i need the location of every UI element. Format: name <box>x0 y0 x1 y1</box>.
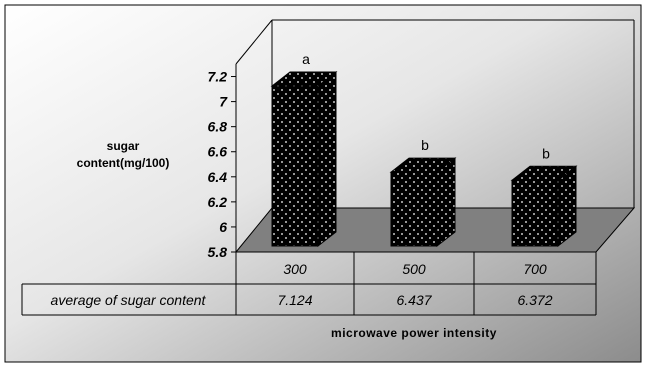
y-tick-label: 7.2 <box>208 69 228 85</box>
significance-letter: b <box>542 145 550 161</box>
data-value-label: 6.437 <box>396 292 432 308</box>
table-row-label: average of sugar content <box>51 292 207 308</box>
bar <box>510 165 578 248</box>
y-axis-label-line-2: content(mg/100) <box>77 156 170 170</box>
bar-front <box>390 171 438 247</box>
table-cells: 300 500 700 7.124 6.437 6.372 <box>277 261 552 308</box>
y-tick-label: 6.6 <box>208 144 228 160</box>
y-axis-label-line-1: sugar <box>107 139 140 153</box>
bar-front <box>271 85 319 247</box>
x-category-label: 500 <box>402 261 426 277</box>
data-value-label: 7.124 <box>277 292 312 308</box>
bar-side <box>317 71 337 248</box>
y-tick-label: 6.2 <box>208 194 228 210</box>
y-tick-label: 6 <box>219 219 227 235</box>
bars <box>270 71 578 248</box>
x-category-label: 700 <box>523 261 547 277</box>
bar <box>270 71 338 248</box>
data-value-label: 6.372 <box>517 292 552 308</box>
x-category-label: 300 <box>283 261 307 277</box>
x-axis-label: microwave power intensity <box>331 326 497 340</box>
y-tick-label: 6.8 <box>208 119 228 135</box>
significance-letters: a b b <box>302 51 550 161</box>
significance-letter: b <box>421 137 429 153</box>
y-tick-label: 5.8 <box>208 244 228 260</box>
y-axis: 5.8 6 6.2 6.4 6.6 6.8 7 7.2 <box>208 69 236 260</box>
bar-side <box>436 157 456 248</box>
bar <box>389 157 457 248</box>
data-table: average of sugar content <box>21 251 597 316</box>
bar-front <box>511 179 559 247</box>
significance-letter: a <box>302 51 310 67</box>
y-tick-label: 6.4 <box>208 169 228 185</box>
y-axis-label: sugar content(mg/100) <box>77 139 170 170</box>
y-tick-label: 7 <box>219 94 228 110</box>
